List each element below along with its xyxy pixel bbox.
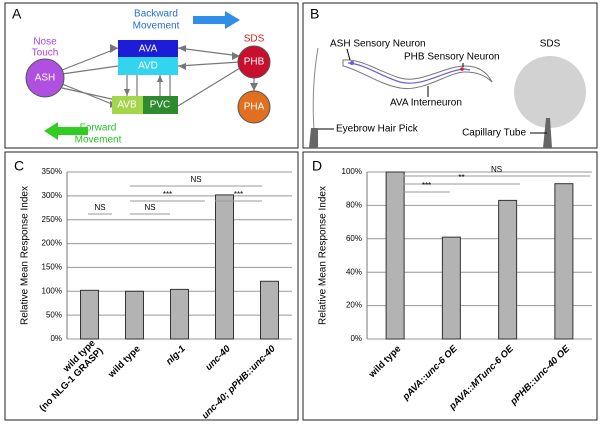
significance-label: NS bbox=[491, 165, 502, 174]
sds-drop bbox=[514, 56, 586, 128]
bar bbox=[125, 290, 144, 340]
bar bbox=[260, 280, 279, 340]
pick-label: Eyebrow Hair Pick bbox=[336, 124, 419, 135]
leader bbox=[346, 48, 351, 61]
synapse-arrows bbox=[110, 44, 258, 108]
node-label: PHA bbox=[244, 102, 265, 113]
bar bbox=[554, 183, 574, 340]
tube-label: Capillary Tube bbox=[462, 128, 526, 139]
y-tick-label: 350% bbox=[42, 167, 62, 176]
phb-node bbox=[237, 45, 271, 79]
significance-label: *** bbox=[234, 190, 243, 199]
y-tick-label: 80% bbox=[346, 201, 362, 210]
bar bbox=[385, 171, 405, 340]
ash-label: ASH Sensory Neuron bbox=[330, 39, 426, 50]
bar-chart: C Relative Mean Response Index 0% 50% 100% 15… bbox=[14, 158, 292, 421]
significance-label: *** bbox=[422, 181, 431, 190]
panel-label: D bbox=[312, 158, 322, 174]
worm bbox=[342, 59, 493, 90]
x-tick-label: wild type bbox=[105, 343, 142, 380]
x-tick-label: unc-40 bbox=[203, 343, 233, 373]
y-tick-label: 100% bbox=[42, 286, 62, 295]
phb-label: PHB Sensory Neuron bbox=[404, 52, 500, 63]
significance-label: NS bbox=[144, 203, 155, 212]
x-tick-label: wild type(no NLG-1 GRASP) bbox=[29, 337, 105, 413]
avd-node bbox=[118, 57, 178, 75]
ash-cell bbox=[350, 61, 354, 65]
y-tick-label: 20% bbox=[346, 301, 362, 310]
pha-node bbox=[237, 90, 271, 124]
capillary-tube bbox=[543, 118, 552, 148]
y-tick-label: 200% bbox=[42, 239, 62, 248]
y-tick-label: 0% bbox=[350, 334, 362, 343]
y-axis-label: Relative Mean Response Index bbox=[20, 186, 31, 325]
ava-node bbox=[118, 40, 178, 57]
x-tick-label: pPHB::unc-40 OE bbox=[507, 343, 572, 408]
y-tick-label: 300% bbox=[42, 191, 62, 200]
y-tick-label: 150% bbox=[42, 263, 62, 272]
backward-label: Movement bbox=[133, 21, 180, 32]
phb-cell bbox=[460, 67, 464, 71]
sds-label: SDS bbox=[540, 39, 561, 50]
bar bbox=[170, 288, 189, 340]
avb-node bbox=[112, 96, 143, 114]
panel-c-frame bbox=[4, 151, 299, 421]
y-tick-label: 0% bbox=[50, 334, 62, 343]
node-label: ASH bbox=[35, 73, 56, 84]
nose-touch: Touch bbox=[32, 48, 59, 59]
panel-b: B ASH Sensory Neuron PHB Sensory Neuron … bbox=[309, 6, 586, 148]
y-tick-label: 250% bbox=[42, 215, 62, 224]
significance-label: *** bbox=[163, 190, 172, 199]
backward-label: Backward bbox=[134, 9, 178, 20]
node-label: PVC bbox=[150, 100, 171, 111]
ava-label: AVA Interneuron bbox=[390, 98, 462, 109]
forward-arrow bbox=[44, 122, 88, 140]
bar-chart: D Relative Mean Response Index 0% 20% 40% 60%… bbox=[312, 158, 592, 412]
x-tick-label: pAVA::unc-6 OE bbox=[400, 343, 460, 403]
eyebrow-pick bbox=[312, 47, 319, 131]
node-label: PHB bbox=[244, 57, 265, 68]
forward-label: Forward bbox=[80, 123, 117, 134]
panel-a: A ASH AVA AVD AVB PVC PHB PHA SDS Nose bbox=[12, 6, 271, 146]
y-tick-label: 100% bbox=[342, 167, 362, 176]
pvc-node bbox=[143, 96, 178, 114]
backward-arrow bbox=[193, 11, 240, 29]
panel-a-frame bbox=[4, 2, 299, 149]
panel-label: B bbox=[310, 6, 319, 22]
x-tick-label: wild type bbox=[366, 343, 403, 380]
nose-touch: Nose bbox=[33, 37, 57, 48]
bar bbox=[80, 289, 99, 340]
y-axis-label: Relative Mean Response Index bbox=[318, 186, 329, 325]
x-tick-label: nlg-1 bbox=[164, 343, 188, 367]
bar bbox=[498, 199, 518, 340]
ash-node bbox=[25, 58, 65, 98]
y-tick-label: 50% bbox=[46, 310, 62, 319]
bar bbox=[215, 194, 234, 340]
forward-label: Movement bbox=[75, 135, 122, 146]
significance-label: NS bbox=[94, 203, 105, 212]
y-tick-label: 60% bbox=[346, 234, 362, 243]
sds-label: SDS bbox=[244, 34, 265, 45]
ava-process bbox=[347, 62, 471, 84]
significance-label: NS bbox=[190, 175, 201, 184]
node-label: AVD bbox=[138, 61, 158, 72]
node-label: AVA bbox=[139, 44, 158, 55]
pick-tip bbox=[309, 128, 318, 148]
panel-b-frame bbox=[302, 2, 598, 149]
significance-label: ** bbox=[458, 173, 464, 182]
panel-label: A bbox=[12, 6, 22, 22]
panel-d-frame bbox=[302, 151, 598, 421]
panel-label: C bbox=[14, 158, 24, 174]
bar bbox=[441, 236, 461, 340]
connections bbox=[61, 47, 255, 107]
y-tick-label: 40% bbox=[346, 267, 362, 276]
node-label: AVB bbox=[117, 100, 137, 111]
x-tick-label: unc-40; pPHB::unc-40 bbox=[199, 343, 277, 421]
